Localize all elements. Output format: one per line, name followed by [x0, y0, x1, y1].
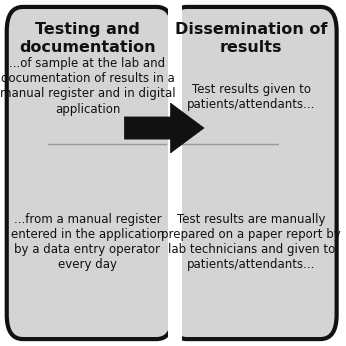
FancyBboxPatch shape — [171, 7, 337, 339]
Bar — [168, 0, 182, 346]
Text: ...from a manual register
entered in the application
by a data entry operator
ev: ...from a manual register entered in the… — [11, 213, 164, 271]
Text: ...of sample at the lab and
documentation of results in a
manual register and in: ...of sample at the lab and documentatio… — [0, 57, 175, 116]
Polygon shape — [125, 103, 204, 153]
Text: Test results are manually
prepared on a paper report by
lab technicians and give: Test results are manually prepared on a … — [161, 213, 341, 271]
FancyBboxPatch shape — [7, 7, 173, 339]
Text: Testing and
documentation: Testing and documentation — [19, 22, 156, 55]
Text: Test results given to
patients/attendants...: Test results given to patients/attendant… — [187, 83, 316, 111]
Text: Dissemination of
results: Dissemination of results — [175, 22, 328, 55]
